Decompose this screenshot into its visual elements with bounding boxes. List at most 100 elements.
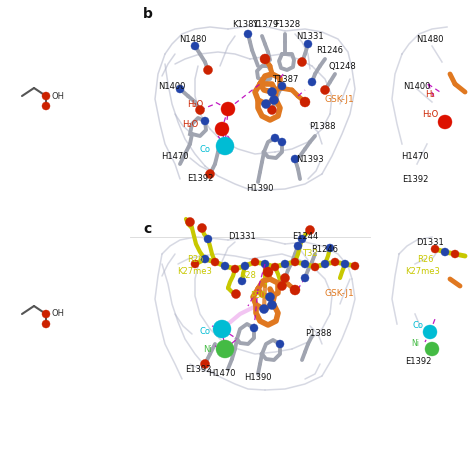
Text: E1392: E1392 bbox=[185, 365, 211, 374]
Circle shape bbox=[176, 85, 184, 93]
Text: P1388: P1388 bbox=[309, 121, 335, 130]
Circle shape bbox=[238, 277, 246, 285]
Text: N1480: N1480 bbox=[179, 35, 207, 44]
Text: GSK-J1: GSK-J1 bbox=[325, 94, 355, 103]
Circle shape bbox=[213, 320, 231, 338]
Text: N1400: N1400 bbox=[158, 82, 186, 91]
Text: H1390: H1390 bbox=[246, 183, 274, 192]
Circle shape bbox=[341, 260, 349, 268]
Circle shape bbox=[42, 102, 50, 110]
Text: P30: P30 bbox=[250, 292, 266, 301]
Text: H1470: H1470 bbox=[401, 152, 429, 161]
Text: Co: Co bbox=[412, 321, 423, 330]
Circle shape bbox=[306, 226, 315, 235]
Circle shape bbox=[267, 106, 276, 115]
Circle shape bbox=[185, 218, 194, 227]
Circle shape bbox=[221, 262, 229, 270]
Circle shape bbox=[215, 122, 229, 136]
Text: D1331: D1331 bbox=[228, 231, 256, 240]
Text: R26: R26 bbox=[187, 255, 203, 264]
Circle shape bbox=[263, 267, 273, 277]
Circle shape bbox=[321, 260, 329, 268]
Circle shape bbox=[277, 282, 286, 291]
Text: H1390: H1390 bbox=[244, 374, 272, 383]
Text: H1470: H1470 bbox=[208, 370, 236, 379]
Text: R26: R26 bbox=[417, 255, 433, 264]
Text: N1480: N1480 bbox=[416, 35, 444, 44]
Text: R1246: R1246 bbox=[317, 46, 344, 55]
Circle shape bbox=[265, 292, 274, 301]
Circle shape bbox=[441, 248, 449, 256]
Text: Y1379: Y1379 bbox=[252, 19, 278, 28]
Circle shape bbox=[216, 340, 234, 358]
Text: H₂: H₂ bbox=[425, 90, 435, 99]
Text: H₂O: H₂O bbox=[182, 119, 198, 128]
Circle shape bbox=[281, 260, 289, 268]
Text: T1387: T1387 bbox=[272, 74, 298, 83]
Circle shape bbox=[250, 324, 258, 332]
Circle shape bbox=[438, 115, 452, 129]
Text: F1328: F1328 bbox=[274, 19, 300, 28]
Text: H₂O: H₂O bbox=[422, 109, 438, 118]
Circle shape bbox=[262, 100, 271, 109]
Circle shape bbox=[298, 57, 307, 66]
Circle shape bbox=[231, 265, 239, 273]
Circle shape bbox=[431, 245, 439, 253]
Circle shape bbox=[201, 255, 209, 263]
Circle shape bbox=[320, 85, 329, 94]
Circle shape bbox=[301, 260, 309, 268]
Circle shape bbox=[267, 88, 276, 97]
Circle shape bbox=[244, 30, 252, 38]
Circle shape bbox=[423, 325, 437, 339]
Circle shape bbox=[42, 92, 50, 100]
Circle shape bbox=[221, 102, 235, 116]
Circle shape bbox=[311, 263, 319, 271]
Text: N1393: N1393 bbox=[296, 155, 324, 164]
Circle shape bbox=[201, 117, 209, 125]
Circle shape bbox=[276, 340, 284, 348]
Circle shape bbox=[216, 137, 234, 155]
Text: GSK-J1: GSK-J1 bbox=[325, 290, 355, 299]
Text: Co: Co bbox=[200, 327, 210, 336]
Text: Q1248: Q1248 bbox=[328, 62, 356, 71]
Text: R1246: R1246 bbox=[311, 245, 338, 254]
Circle shape bbox=[251, 258, 259, 266]
Text: P1388: P1388 bbox=[305, 329, 331, 338]
Circle shape bbox=[42, 320, 50, 328]
Text: S28: S28 bbox=[240, 272, 256, 281]
Text: K27me3: K27me3 bbox=[178, 267, 212, 276]
Circle shape bbox=[304, 40, 312, 48]
Text: N1331: N1331 bbox=[296, 31, 324, 40]
Circle shape bbox=[271, 263, 279, 271]
Circle shape bbox=[301, 274, 309, 282]
Text: N1400: N1400 bbox=[403, 82, 431, 91]
Circle shape bbox=[290, 285, 300, 295]
Circle shape bbox=[231, 290, 240, 299]
Circle shape bbox=[351, 262, 359, 270]
Circle shape bbox=[270, 95, 279, 104]
Text: b: b bbox=[143, 7, 153, 21]
Circle shape bbox=[271, 134, 279, 142]
Text: H₂O: H₂O bbox=[187, 100, 203, 109]
Text: K27me3: K27me3 bbox=[406, 267, 440, 276]
Circle shape bbox=[267, 301, 276, 310]
Text: E1392: E1392 bbox=[402, 174, 428, 183]
Text: E1392: E1392 bbox=[405, 357, 431, 366]
Circle shape bbox=[326, 244, 334, 252]
Circle shape bbox=[42, 310, 50, 318]
Circle shape bbox=[211, 258, 219, 266]
Circle shape bbox=[291, 258, 299, 266]
Circle shape bbox=[203, 65, 212, 74]
Circle shape bbox=[425, 342, 439, 356]
Text: E1392: E1392 bbox=[187, 173, 213, 182]
Circle shape bbox=[308, 78, 316, 86]
Circle shape bbox=[294, 242, 302, 250]
Text: OH: OH bbox=[52, 310, 65, 319]
Circle shape bbox=[278, 82, 286, 90]
Text: c: c bbox=[144, 222, 152, 236]
Circle shape bbox=[259, 304, 268, 313]
Text: K1381: K1381 bbox=[233, 19, 259, 28]
Circle shape bbox=[331, 258, 339, 266]
Circle shape bbox=[201, 359, 210, 368]
Circle shape bbox=[278, 138, 286, 146]
